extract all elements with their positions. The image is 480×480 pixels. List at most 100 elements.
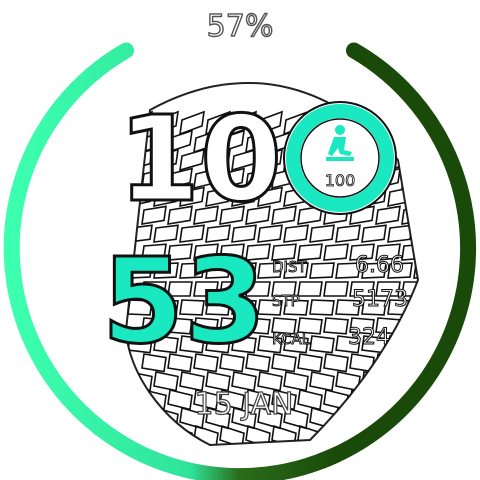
brick xyxy=(323,243,349,261)
brick xyxy=(375,205,401,225)
brick xyxy=(335,406,361,430)
brick xyxy=(413,186,418,208)
svg-text:53: 53 xyxy=(102,232,266,370)
brick xyxy=(205,371,231,392)
battery-label: 57% xyxy=(207,9,274,44)
brick xyxy=(309,335,335,354)
brick xyxy=(271,353,297,373)
brick xyxy=(257,335,283,354)
brick xyxy=(153,262,179,279)
brick xyxy=(413,299,418,316)
brick xyxy=(271,424,297,446)
brick xyxy=(153,110,179,136)
brick xyxy=(219,281,245,297)
brick xyxy=(271,205,297,225)
brick xyxy=(179,371,205,392)
brick xyxy=(309,371,335,392)
brick xyxy=(413,406,418,430)
brick xyxy=(387,371,413,392)
brick xyxy=(283,335,309,354)
brick xyxy=(179,262,205,279)
brick xyxy=(205,148,231,172)
brick xyxy=(245,205,271,225)
brick xyxy=(297,424,323,446)
brick xyxy=(309,224,335,243)
brick xyxy=(413,335,418,354)
brick xyxy=(245,424,271,446)
brick xyxy=(153,335,179,354)
walking-person-icon xyxy=(326,125,354,161)
brick xyxy=(231,335,257,354)
brick xyxy=(219,167,245,190)
brick xyxy=(167,243,193,261)
brick xyxy=(245,353,271,373)
brick xyxy=(323,281,349,297)
brick xyxy=(179,224,205,243)
brick xyxy=(297,317,323,335)
brick xyxy=(231,224,257,243)
brick xyxy=(375,281,401,297)
brick xyxy=(297,243,323,261)
brick xyxy=(219,205,245,225)
brick xyxy=(335,335,361,354)
brick xyxy=(167,317,193,335)
brick xyxy=(245,243,271,261)
brick xyxy=(361,299,387,316)
brick xyxy=(193,353,219,373)
brick xyxy=(245,167,271,190)
brick xyxy=(205,110,231,136)
brick xyxy=(219,243,245,261)
brick xyxy=(193,205,219,225)
brick xyxy=(141,167,167,190)
brick xyxy=(193,129,219,154)
brick xyxy=(297,389,323,411)
brick xyxy=(271,281,297,297)
brick xyxy=(231,262,257,279)
brick xyxy=(309,262,335,279)
brick xyxy=(361,224,387,243)
hours-display: 10 10 xyxy=(116,89,283,230)
brick xyxy=(153,371,179,392)
brick xyxy=(231,371,257,392)
brick xyxy=(141,424,167,446)
brick xyxy=(127,299,153,316)
brick xyxy=(271,389,297,411)
brick xyxy=(205,224,231,243)
brick xyxy=(401,317,418,335)
stat-dist: DIST 6.66 xyxy=(272,253,405,279)
brick xyxy=(401,424,418,446)
brick xyxy=(387,224,413,243)
brick xyxy=(153,186,179,208)
brick xyxy=(127,406,153,430)
brick xyxy=(413,224,418,243)
stat-label: KCAL xyxy=(272,330,311,348)
brick xyxy=(193,243,219,261)
brick xyxy=(428,390,452,409)
brick xyxy=(127,335,153,354)
brick xyxy=(401,129,418,154)
brick xyxy=(387,262,413,279)
brick xyxy=(428,426,452,447)
brick xyxy=(387,335,413,354)
brick xyxy=(297,353,323,373)
brick xyxy=(167,353,193,373)
brick xyxy=(245,389,271,411)
stat-kcal: KCAL 324 xyxy=(272,325,391,351)
brick xyxy=(413,148,418,172)
brick xyxy=(428,206,452,224)
steps-goal-widget[interactable]: 100 xyxy=(283,101,397,215)
brick xyxy=(231,148,257,172)
steps-goal-value: 100 xyxy=(325,171,356,190)
brick xyxy=(245,317,271,335)
brick xyxy=(401,353,418,373)
brick xyxy=(335,224,361,243)
brick xyxy=(283,224,309,243)
brick xyxy=(141,317,167,335)
brick xyxy=(205,186,231,208)
brick xyxy=(205,335,231,354)
brick xyxy=(153,299,179,316)
brick xyxy=(193,281,219,297)
brick xyxy=(141,281,167,297)
brick xyxy=(245,281,271,297)
